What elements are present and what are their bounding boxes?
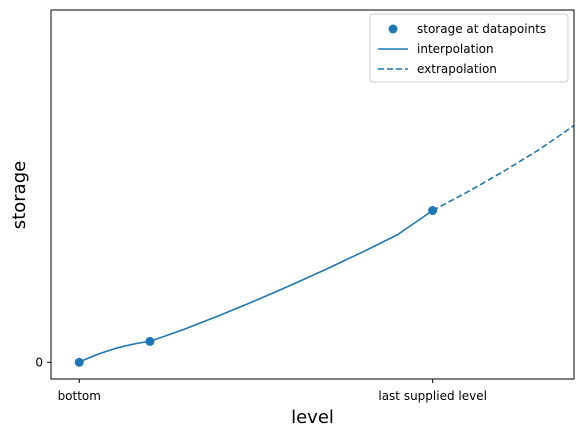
legend-marker-datapoints: [388, 24, 398, 34]
x-axis-label: level: [291, 407, 334, 428]
datapoint-marker: [428, 206, 438, 216]
interpolation-line: [78, 209, 434, 364]
ticks: bottom last supplied level 0: [35, 355, 487, 403]
legend-frame: [369, 13, 569, 83]
x-tick-label: bottom: [58, 389, 101, 403]
datapoint-marker: [74, 357, 84, 367]
datapoint-marker: [145, 336, 155, 346]
plot-area: [74, 124, 574, 367]
legend-label-datapoints: storage at datapoints: [417, 22, 546, 36]
y-axis-label: storage: [9, 161, 30, 229]
y-tick-label: 0: [35, 355, 43, 369]
axes-frame: [50, 9, 575, 380]
legend-label-extrapolation: extrapolation: [417, 62, 497, 76]
legend: storage at datapoints interpolation extr…: [369, 13, 569, 83]
extrapolation-line: [432, 124, 574, 212]
legend-label-interpolation: interpolation: [417, 42, 494, 56]
x-tick-label: last supplied level: [378, 389, 487, 403]
